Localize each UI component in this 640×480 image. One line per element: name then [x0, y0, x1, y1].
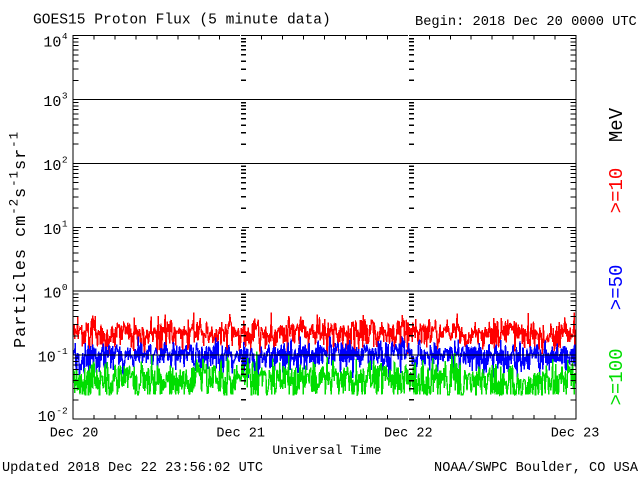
svg-text:-1: -1: [56, 346, 68, 357]
svg-text:10: 10: [43, 34, 61, 51]
svg-text:NOAA/SWPC Boulder, CO USA: NOAA/SWPC Boulder, CO USA: [434, 461, 639, 476]
svg-text:0: 0: [62, 282, 68, 293]
svg-text:>=50: >=50: [606, 265, 628, 311]
svg-text:4: 4: [62, 31, 68, 42]
svg-text:Dec 21: Dec 21: [216, 427, 265, 442]
svg-text:Begin: 2018 Dec 20 0000 UTC: Begin: 2018 Dec 20 0000 UTC: [415, 15, 637, 30]
svg-text:3: 3: [62, 91, 68, 102]
svg-text:10: 10: [38, 409, 56, 426]
svg-text:2: 2: [62, 155, 68, 166]
svg-text:10: 10: [43, 286, 61, 303]
svg-text:10: 10: [43, 158, 61, 175]
svg-text:10: 10: [38, 350, 56, 367]
svg-text:GOES15 Proton Flux (5 minute d: GOES15 Proton Flux (5 minute data): [33, 12, 331, 28]
svg-text:Particles cm-2s-1sr-1: Particles cm-2s-1sr-1: [8, 131, 32, 348]
svg-text:Dec 20: Dec 20: [50, 427, 99, 442]
svg-text:10: 10: [43, 222, 61, 239]
svg-text:>=100: >=100: [606, 348, 628, 405]
svg-text:Dec 22: Dec 22: [384, 427, 433, 442]
svg-text:-2: -2: [56, 406, 68, 417]
svg-text:Updated 2018 Dec 22 23:56:02 U: Updated 2018 Dec 22 23:56:02 UTC: [2, 461, 263, 476]
svg-text:Dec 23: Dec 23: [551, 427, 600, 442]
svg-text:Universal Time: Universal Time: [272, 443, 381, 458]
svg-text:MeV: MeV: [606, 107, 628, 142]
svg-text:>=10: >=10: [606, 168, 628, 214]
svg-text:10: 10: [43, 94, 61, 111]
svg-text:1: 1: [62, 218, 68, 229]
